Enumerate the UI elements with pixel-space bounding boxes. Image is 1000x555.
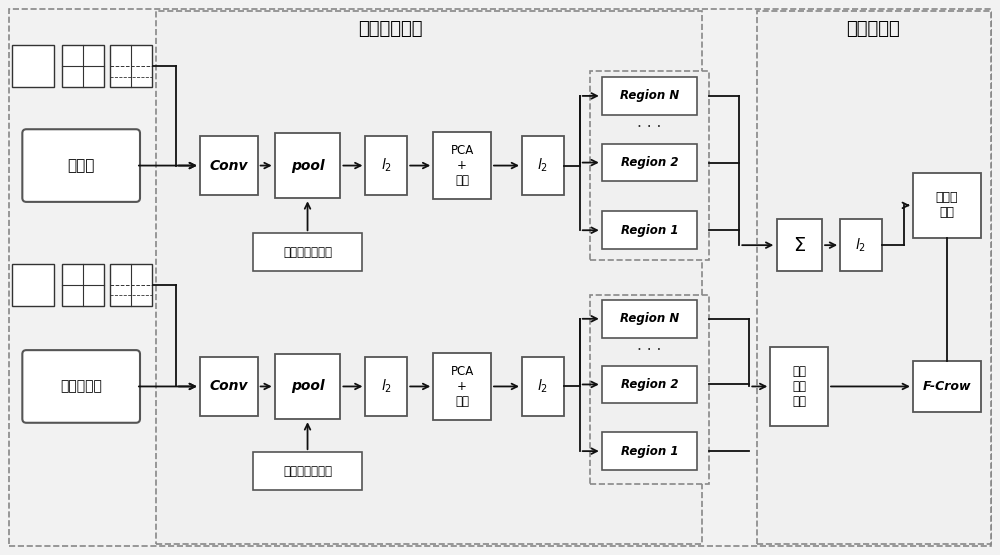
Bar (62, 45, 104, 87)
Bar (62, 264, 104, 306)
FancyBboxPatch shape (602, 432, 697, 470)
FancyBboxPatch shape (522, 136, 564, 195)
Text: 目标
定位
区域: 目标 定位 区域 (792, 365, 806, 408)
FancyBboxPatch shape (757, 11, 991, 544)
Text: 空间、通道加权: 空间、通道加权 (283, 465, 332, 477)
FancyBboxPatch shape (22, 350, 140, 423)
FancyBboxPatch shape (253, 452, 362, 490)
FancyBboxPatch shape (365, 357, 407, 416)
Bar (12, 264, 54, 306)
FancyBboxPatch shape (275, 133, 340, 198)
Text: $l_2$: $l_2$ (855, 236, 867, 254)
FancyBboxPatch shape (200, 357, 258, 416)
FancyBboxPatch shape (9, 9, 991, 546)
Text: pool: pool (291, 380, 324, 393)
Text: Region N: Region N (620, 312, 679, 325)
Text: 待处理图像: 待处理图像 (60, 380, 102, 393)
FancyBboxPatch shape (200, 136, 258, 195)
FancyBboxPatch shape (590, 71, 709, 260)
Text: pool: pool (291, 159, 324, 173)
Text: PCA
+
白化: PCA + 白化 (450, 144, 474, 187)
FancyBboxPatch shape (156, 11, 702, 544)
Text: 查询图: 查询图 (67, 158, 95, 173)
Text: Region N: Region N (620, 89, 679, 103)
Text: 图像重排序: 图像重排序 (846, 20, 900, 38)
Text: $l_2$: $l_2$ (381, 157, 392, 174)
FancyBboxPatch shape (602, 144, 697, 181)
Text: Conv: Conv (210, 159, 248, 173)
FancyBboxPatch shape (840, 219, 882, 271)
FancyBboxPatch shape (22, 129, 140, 202)
FancyBboxPatch shape (522, 357, 564, 416)
Bar (110, 264, 152, 306)
Text: 近似目标定位: 近似目标定位 (358, 20, 423, 38)
Text: F-Crow: F-Crow (923, 380, 971, 393)
FancyBboxPatch shape (275, 354, 340, 419)
Text: Region 2: Region 2 (621, 378, 678, 391)
Text: Region 1: Region 1 (621, 445, 678, 458)
FancyBboxPatch shape (590, 295, 709, 484)
FancyBboxPatch shape (365, 136, 407, 195)
FancyBboxPatch shape (602, 366, 697, 403)
Text: Conv: Conv (210, 380, 248, 393)
FancyBboxPatch shape (433, 132, 491, 199)
FancyBboxPatch shape (913, 173, 981, 238)
FancyBboxPatch shape (602, 300, 697, 337)
Text: $l_2$: $l_2$ (537, 378, 548, 395)
Text: Region 1: Region 1 (621, 224, 678, 237)
Text: Region 2: Region 2 (621, 156, 678, 169)
FancyBboxPatch shape (777, 219, 822, 271)
FancyBboxPatch shape (602, 211, 697, 249)
Text: · · ·: · · · (637, 343, 662, 358)
Text: PCA
+
白化: PCA + 白化 (450, 365, 474, 408)
Text: 相似度
分数: 相似度 分数 (936, 191, 958, 219)
FancyBboxPatch shape (770, 347, 828, 426)
Text: 空间、通道加权: 空间、通道加权 (283, 246, 332, 259)
Text: $l_2$: $l_2$ (537, 157, 548, 174)
Text: $l_2$: $l_2$ (381, 378, 392, 395)
Text: Σ: Σ (793, 236, 805, 255)
Bar (110, 45, 152, 87)
FancyBboxPatch shape (602, 77, 697, 115)
Text: · · ·: · · · (637, 120, 662, 135)
FancyBboxPatch shape (913, 361, 981, 412)
Bar (12, 45, 54, 87)
FancyBboxPatch shape (433, 352, 491, 420)
FancyBboxPatch shape (253, 233, 362, 271)
